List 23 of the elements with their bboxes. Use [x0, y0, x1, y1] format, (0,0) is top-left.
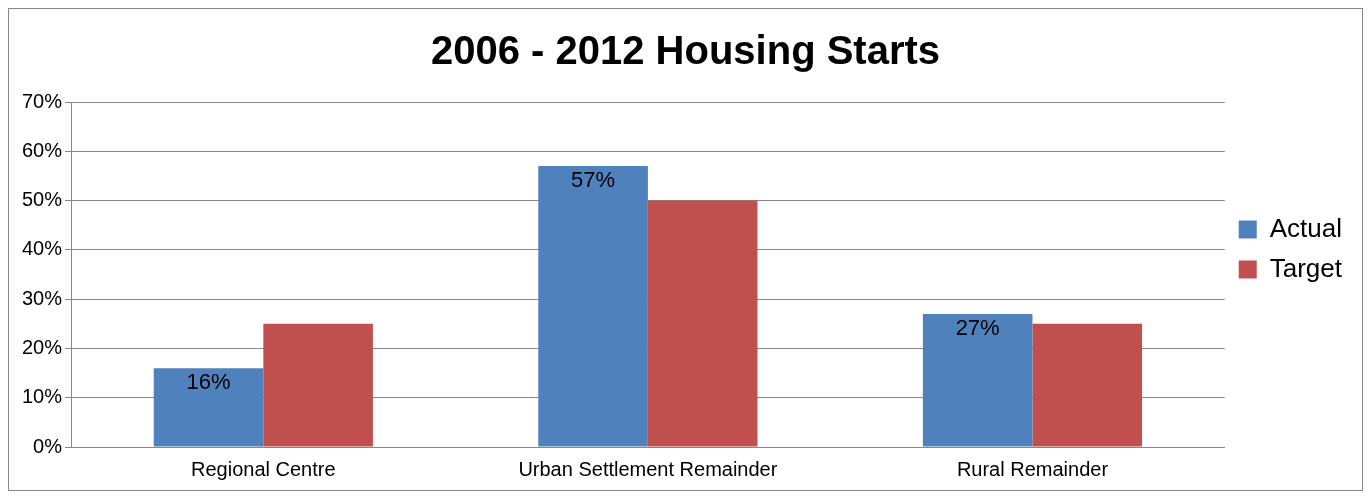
- data-label: 57%: [571, 167, 616, 193]
- bar: [153, 368, 264, 447]
- chart-title: 2006 - 2012 Housing Starts: [430, 28, 941, 73]
- legend-label: Target: [1269, 252, 1343, 283]
- y-tick-label: 20%: [22, 335, 63, 358]
- data-label: 16%: [186, 369, 231, 395]
- y-tick-label: 0%: [33, 434, 63, 457]
- y-tick-label: 70%: [22, 89, 63, 112]
- bar: [922, 313, 1033, 447]
- x-tick-label: Rural Remainder: [956, 457, 1109, 480]
- y-tick-label: 50%: [22, 188, 63, 211]
- y-tick-label: 40%: [22, 237, 63, 260]
- x-tick-label: Regional Centre: [191, 457, 336, 480]
- bar: [1032, 323, 1143, 447]
- data-label: 27%: [955, 314, 1000, 340]
- y-tick-label: 60%: [22, 138, 63, 161]
- y-tick-label: 10%: [22, 385, 63, 408]
- bar: [538, 166, 648, 447]
- bar: [647, 200, 758, 447]
- y-tick-label: 30%: [22, 286, 63, 309]
- x-tick-label: Urban Settlement Remainder: [518, 457, 778, 480]
- bar: [263, 323, 373, 447]
- legend-label: Actual: [1269, 212, 1342, 243]
